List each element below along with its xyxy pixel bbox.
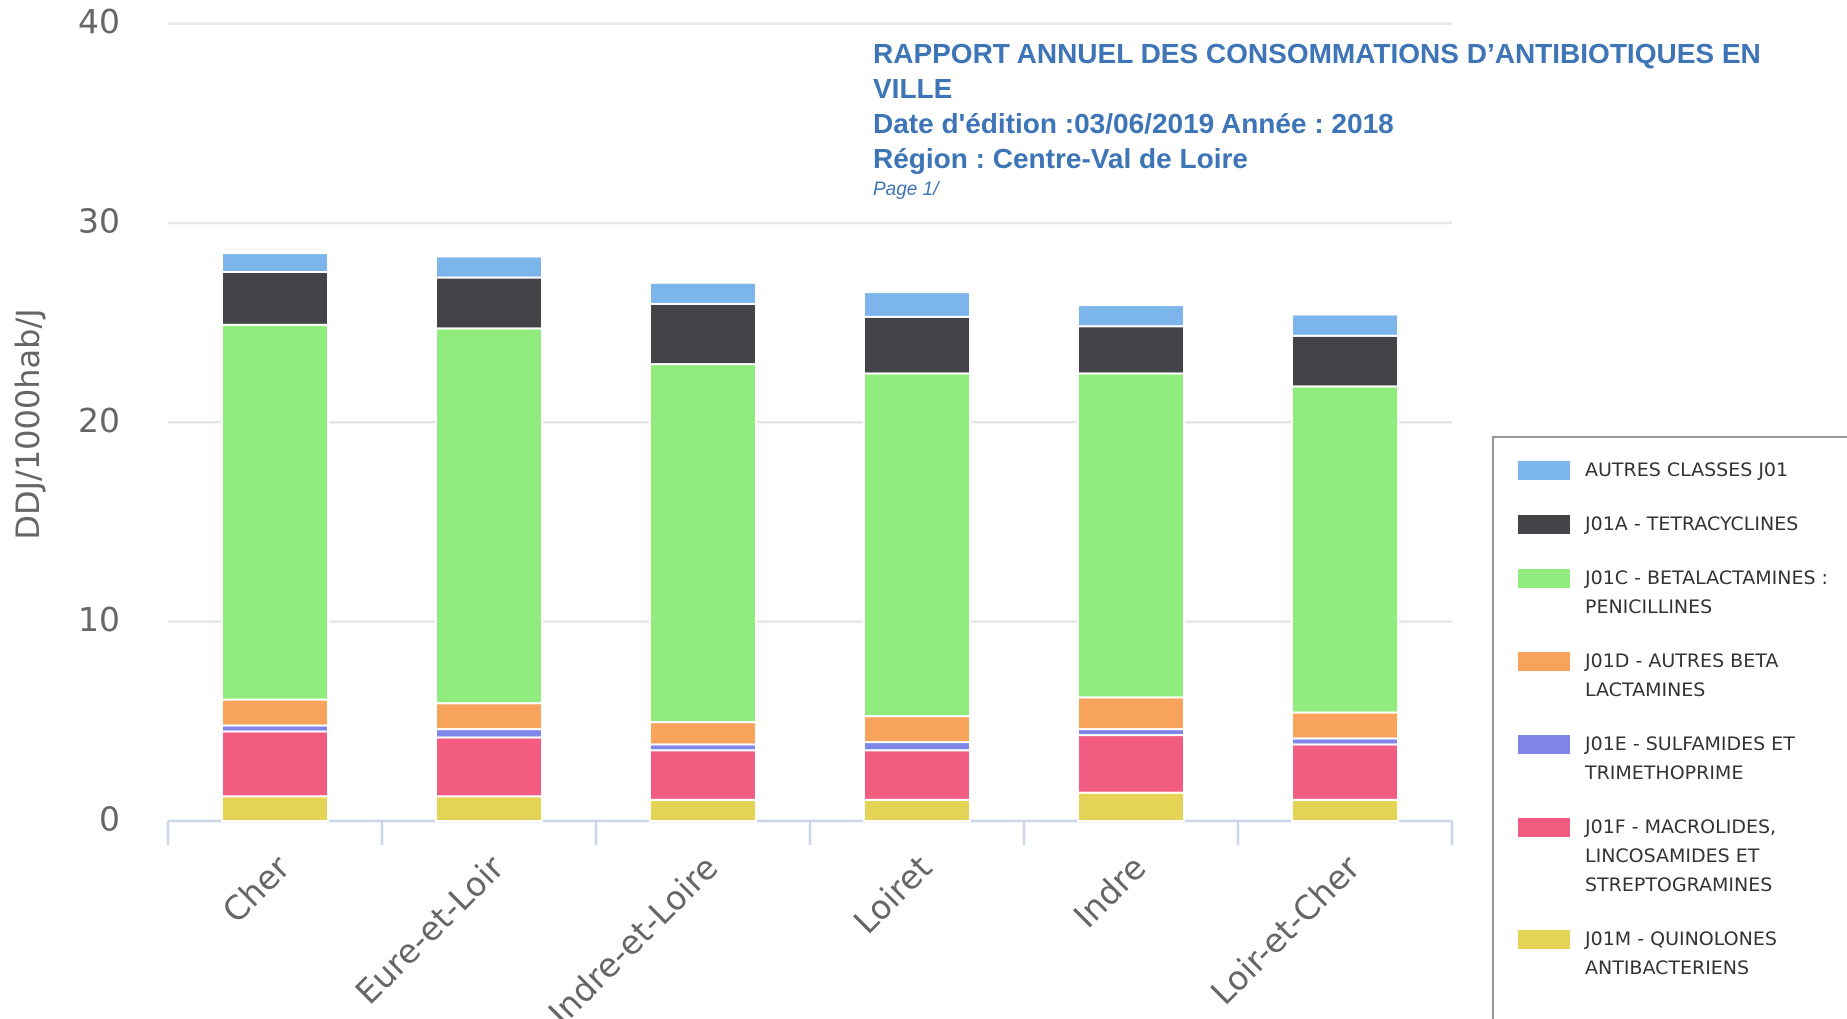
- x-tick-label: Loir-et-Cher: [1203, 847, 1368, 1012]
- bar-segment: [649, 749, 757, 801]
- bar-segment: [1077, 372, 1185, 699]
- legend-item: J01E - SULFAMIDES ET TRIMETHOPRIME: [1518, 730, 1847, 788]
- y-tick-label: 0: [99, 800, 120, 839]
- x-tick-label: Eure-et-Loir: [348, 847, 512, 1011]
- chart-title: RAPPORT ANNUEL DES CONSOMMATIONS D’ANTIB…: [873, 38, 1761, 104]
- bar-segment: [435, 327, 543, 705]
- bar-segment: [649, 721, 757, 746]
- legend-swatch: [1518, 461, 1570, 480]
- bar-segment: [435, 736, 543, 798]
- annotation: Région : Centre-Val de Loire: [873, 143, 1248, 174]
- bar-segment: [863, 291, 971, 318]
- legend-item: J01D - AUTRES BETA LACTAMINES: [1518, 647, 1847, 705]
- bar-segment: [1291, 798, 1399, 822]
- annotation: Page 1/: [873, 179, 939, 200]
- legend-label: J01A - TETRACYCLINES: [1585, 513, 1799, 535]
- header: RAPPORT ANNUEL DES CONSOMMATIONS D’ANTIB…: [873, 36, 1793, 204]
- annotation: Date d'édition :03/06/2019 Année : 2018: [873, 108, 1394, 139]
- x-tick-label: Cher: [215, 847, 298, 930]
- bar-segment: [221, 252, 329, 273]
- bar-segment: [649, 363, 757, 724]
- bar-segment: [435, 255, 543, 279]
- bar-segment: [863, 798, 971, 822]
- bar-segment: [1291, 711, 1399, 740]
- y-tick-label: 10: [78, 600, 120, 639]
- bar-segment: [863, 315, 971, 375]
- bar-segment: [435, 702, 543, 731]
- bar-segment: [1291, 313, 1399, 337]
- legend-item: AUTRES CLASSES J01: [1518, 456, 1847, 485]
- legend-swatch: [1518, 569, 1570, 588]
- bar-segment: [863, 372, 971, 718]
- legend-label: J01D - AUTRES BETA LACTAMINES: [1585, 650, 1779, 701]
- y-axis-label: DDJ/1000hab/J: [9, 308, 47, 539]
- legend-swatch: [1518, 818, 1570, 837]
- legend-item: J01C - BETALACTAMINES : PENICILLINES: [1518, 564, 1847, 622]
- legend-label: J01E - SULFAMIDES ET TRIMETHOPRIME: [1585, 733, 1795, 784]
- x-tick-label: Indre-et-Loire: [541, 848, 726, 1019]
- bar-segment: [863, 749, 971, 801]
- bar-segment: [221, 698, 329, 727]
- bar-segment: [1077, 696, 1185, 731]
- bar-segment: [1291, 334, 1399, 388]
- legend-swatch: [1518, 930, 1570, 949]
- legend-swatch: [1518, 652, 1570, 671]
- bar-segment: [435, 728, 543, 739]
- bar-segment: [649, 302, 757, 366]
- bar-segment: [1291, 385, 1399, 714]
- legend: AUTRES CLASSES J01 J01A - TETRACYCLINES J0…: [1492, 436, 1847, 1019]
- bar-segment: [1077, 304, 1185, 328]
- y-tick-label: 20: [78, 401, 120, 440]
- bar-segment: [863, 715, 971, 744]
- x-tick-label: Indre: [1066, 848, 1154, 936]
- bar-segment: [221, 795, 329, 822]
- bar-segment: [649, 798, 757, 822]
- bar-segment: [221, 323, 329, 701]
- bar-segment: [221, 730, 329, 798]
- legend-label: J01F - MACROLIDES, LINCOSAMIDES ET STREP…: [1585, 816, 1777, 896]
- bar-segment: [435, 276, 543, 330]
- y-tick-label: 30: [78, 201, 120, 240]
- legend-item: J01A - TETRACYCLINES: [1518, 510, 1847, 539]
- legend-label: AUTRES CLASSES J01: [1585, 459, 1789, 481]
- legend-label: J01C - BETALACTAMINES : PENICILLINES: [1585, 567, 1828, 618]
- legend-item: J01M - QUINOLONES ANTIBACTERIENS: [1518, 925, 1847, 983]
- bar-segment: [649, 281, 757, 305]
- bar-segment: [221, 270, 329, 326]
- bar-segment: [863, 741, 971, 752]
- bar-segment: [435, 795, 543, 822]
- x-tick-label: Loiret: [846, 848, 940, 942]
- bar-segment: [1077, 734, 1185, 794]
- bar-segment: [1291, 743, 1399, 801]
- bar-segment: [1077, 791, 1185, 823]
- legend-swatch: [1518, 515, 1570, 534]
- y-tick-label: 40: [78, 2, 120, 41]
- legend-label: J01M - QUINOLONES ANTIBACTERIENS: [1585, 928, 1777, 979]
- legend-swatch: [1518, 735, 1570, 754]
- bar-segment: [1077, 325, 1185, 375]
- legend-item: J01F - MACROLIDES, LINCOSAMIDES ET STREP…: [1518, 813, 1847, 900]
